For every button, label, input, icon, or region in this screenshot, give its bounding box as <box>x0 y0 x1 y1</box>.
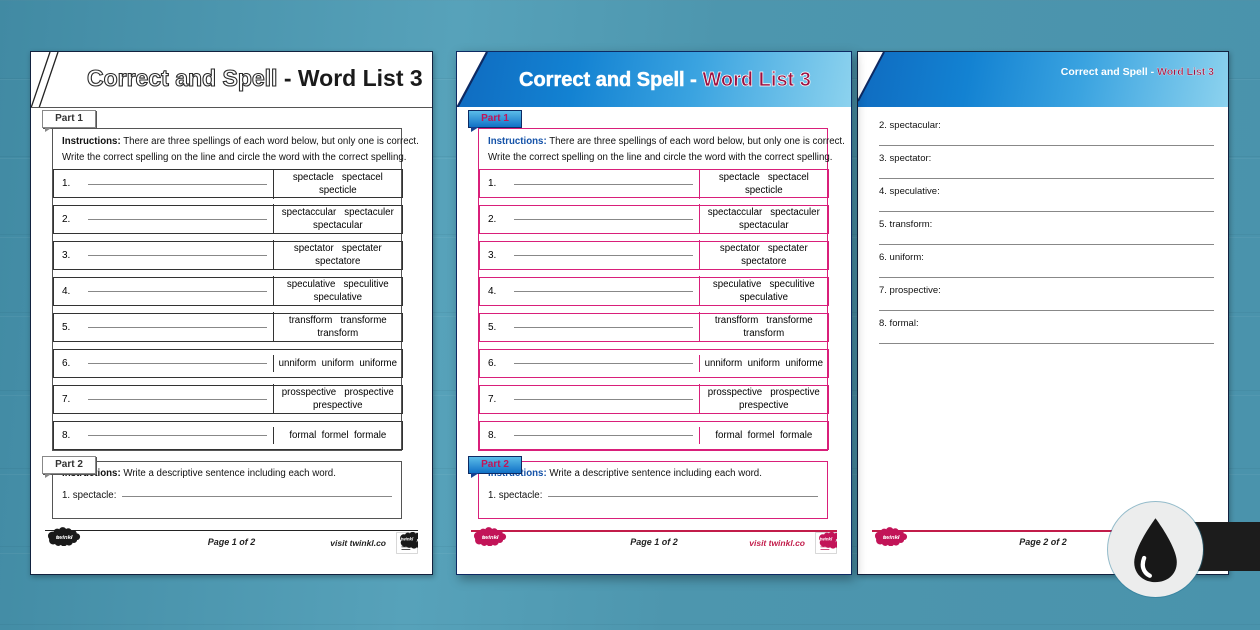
svg-text:twinkl: twinkl <box>482 535 499 541</box>
svg-text:twinkl: twinkl <box>883 535 900 541</box>
svg-text:twinkl: twinkl <box>56 535 73 541</box>
svg-text:twinkl: twinkl <box>401 536 414 541</box>
svg-text:twinkl: twinkl <box>820 536 833 541</box>
